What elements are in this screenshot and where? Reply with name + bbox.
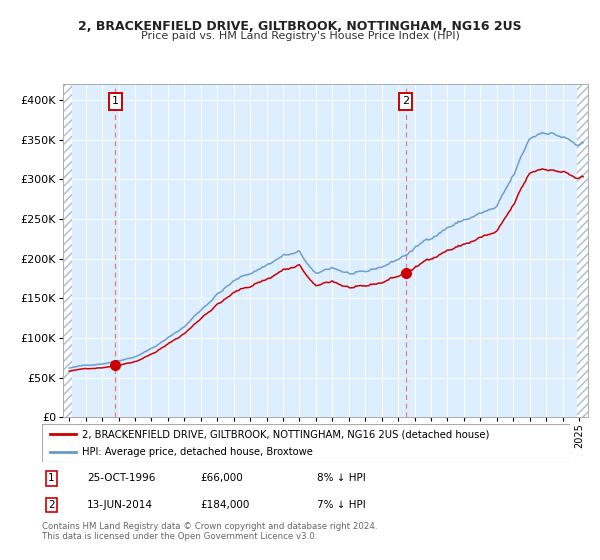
Text: 25-OCT-1996: 25-OCT-1996: [87, 473, 155, 483]
Text: 2, BRACKENFIELD DRIVE, GILTBROOK, NOTTINGHAM, NG16 2US (detached house): 2, BRACKENFIELD DRIVE, GILTBROOK, NOTTIN…: [82, 429, 489, 439]
Text: 1: 1: [48, 473, 55, 483]
Text: 1: 1: [112, 96, 119, 106]
Bar: [63, 84, 72, 417]
Text: HPI: Average price, detached house, Broxtowe: HPI: Average price, detached house, Brox…: [82, 447, 313, 458]
Text: £66,000: £66,000: [200, 473, 243, 483]
Text: 8% ↓ HPI: 8% ↓ HPI: [317, 473, 365, 483]
Text: £184,000: £184,000: [200, 500, 250, 510]
Text: Price paid vs. HM Land Registry's House Price Index (HPI): Price paid vs. HM Land Registry's House …: [140, 31, 460, 41]
Text: 13-JUN-2014: 13-JUN-2014: [87, 500, 153, 510]
Text: Contains HM Land Registry data © Crown copyright and database right 2024.
This d: Contains HM Land Registry data © Crown c…: [42, 522, 377, 542]
Text: 2: 2: [48, 500, 55, 510]
FancyBboxPatch shape: [42, 424, 570, 462]
Text: 2, BRACKENFIELD DRIVE, GILTBROOK, NOTTINGHAM, NG16 2US: 2, BRACKENFIELD DRIVE, GILTBROOK, NOTTIN…: [78, 20, 522, 32]
Bar: [577, 84, 588, 417]
Text: 2: 2: [402, 96, 409, 106]
Text: 7% ↓ HPI: 7% ↓ HPI: [317, 500, 365, 510]
